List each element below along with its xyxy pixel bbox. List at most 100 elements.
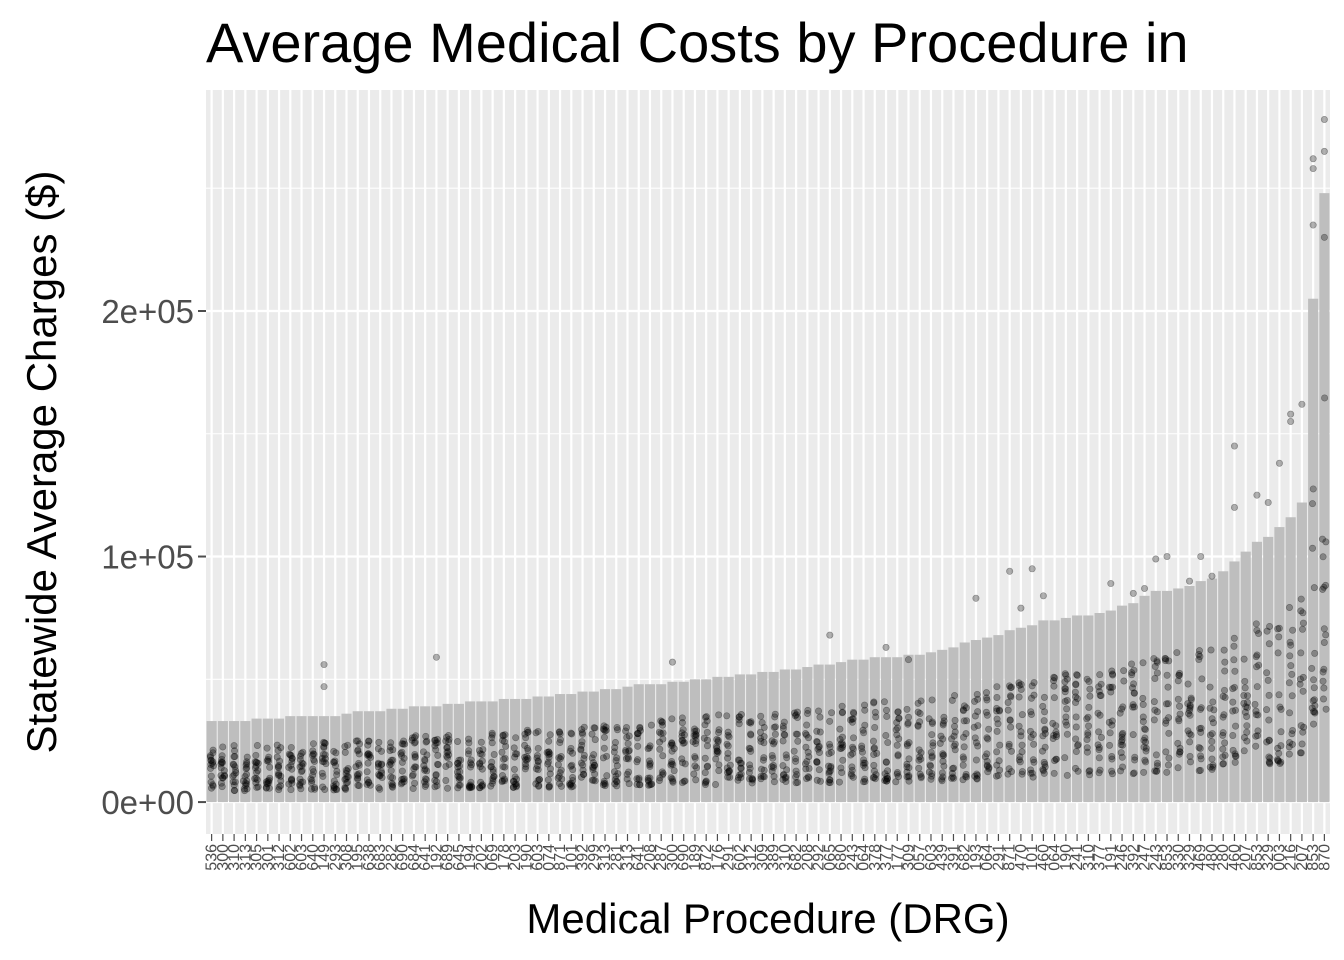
data-point xyxy=(590,763,598,771)
data-point xyxy=(1062,713,1070,721)
data-point xyxy=(939,773,947,781)
data-point xyxy=(1208,765,1216,773)
data-point xyxy=(455,775,463,783)
data-point xyxy=(567,783,575,791)
data-point xyxy=(365,737,373,745)
data-point xyxy=(310,768,318,776)
data-point xyxy=(614,770,622,778)
data-point xyxy=(1197,752,1205,760)
data-point xyxy=(737,759,745,767)
x-tick-label: 309 xyxy=(754,844,771,871)
data-point xyxy=(839,741,847,749)
data-point-outlier xyxy=(1208,572,1216,580)
data-point xyxy=(408,772,416,780)
data-point xyxy=(1243,728,1251,736)
data-point xyxy=(1095,728,1103,736)
data-point xyxy=(534,744,542,752)
data-point xyxy=(680,739,688,747)
data-point xyxy=(937,732,945,740)
data-point xyxy=(805,753,813,761)
data-point xyxy=(1221,658,1229,666)
data-point xyxy=(860,756,868,764)
data-point xyxy=(443,748,451,756)
data-point xyxy=(782,778,790,786)
data-point xyxy=(457,756,465,764)
data-point xyxy=(297,778,305,786)
data-point xyxy=(1142,758,1150,766)
data-point xyxy=(881,770,889,778)
data-point xyxy=(411,751,419,759)
data-point xyxy=(678,732,686,740)
data-point xyxy=(399,740,407,748)
chart-title: Average Medical Costs by Procedure in xyxy=(206,11,1189,74)
bar xyxy=(566,694,577,803)
data-point xyxy=(815,743,823,751)
data-point xyxy=(1243,722,1251,730)
data-point xyxy=(433,778,441,786)
data-point xyxy=(703,728,711,736)
data-point xyxy=(779,776,787,784)
data-point xyxy=(363,780,371,788)
data-point xyxy=(714,738,722,746)
data-point xyxy=(612,757,620,765)
data-point xyxy=(790,747,798,755)
data-point xyxy=(364,741,372,749)
data-point xyxy=(1027,766,1035,774)
data-point xyxy=(1050,731,1058,739)
data-point xyxy=(579,730,587,738)
data-point xyxy=(903,705,911,713)
data-point xyxy=(1049,719,1057,727)
data-point xyxy=(409,785,417,793)
data-point xyxy=(712,755,720,763)
data-point xyxy=(974,722,982,730)
data-point xyxy=(296,775,304,783)
x-tick-label: 392 xyxy=(1125,844,1142,871)
data-point xyxy=(1175,702,1183,710)
data-point xyxy=(1005,765,1013,773)
data-point xyxy=(882,758,890,766)
data-point xyxy=(982,689,990,697)
data-point xyxy=(1063,675,1071,683)
data-point xyxy=(1108,667,1116,675)
x-axis-title: Medical Procedure (DRG) xyxy=(526,895,1009,942)
data-point xyxy=(692,730,700,738)
data-point xyxy=(331,757,339,765)
data-point xyxy=(1007,693,1015,701)
data-point-outlier xyxy=(1275,459,1283,467)
data-point xyxy=(219,774,227,782)
data-point xyxy=(679,726,687,734)
x-tick-label: 065 xyxy=(822,844,839,871)
data-point xyxy=(456,774,464,782)
data-point xyxy=(1131,753,1139,761)
data-point xyxy=(870,761,878,769)
bar xyxy=(847,659,858,803)
data-point xyxy=(903,740,911,748)
data-point xyxy=(298,762,306,770)
data-point xyxy=(487,763,495,771)
data-point xyxy=(759,756,767,764)
data-point xyxy=(264,780,272,788)
x-tick-label: 246 xyxy=(1114,844,1131,871)
data-point xyxy=(689,738,697,746)
data-point xyxy=(308,779,316,787)
data-point xyxy=(1240,733,1248,741)
data-point xyxy=(792,711,800,719)
data-point xyxy=(599,725,607,733)
data-point xyxy=(883,775,891,783)
data-point xyxy=(1039,732,1047,740)
data-point xyxy=(322,760,330,768)
data-point xyxy=(951,722,959,730)
data-point xyxy=(352,763,360,771)
data-point-outlier xyxy=(1309,155,1317,163)
data-point xyxy=(355,770,363,778)
data-point xyxy=(1061,670,1069,678)
data-point xyxy=(993,748,1001,756)
data-point xyxy=(599,781,607,789)
data-point xyxy=(421,766,429,774)
data-point xyxy=(816,713,824,721)
data-point xyxy=(1251,700,1259,708)
data-point xyxy=(658,718,666,726)
x-tick-label: 057 xyxy=(912,844,929,871)
data-point xyxy=(443,733,451,741)
x-tick-label: 287 xyxy=(653,844,670,871)
